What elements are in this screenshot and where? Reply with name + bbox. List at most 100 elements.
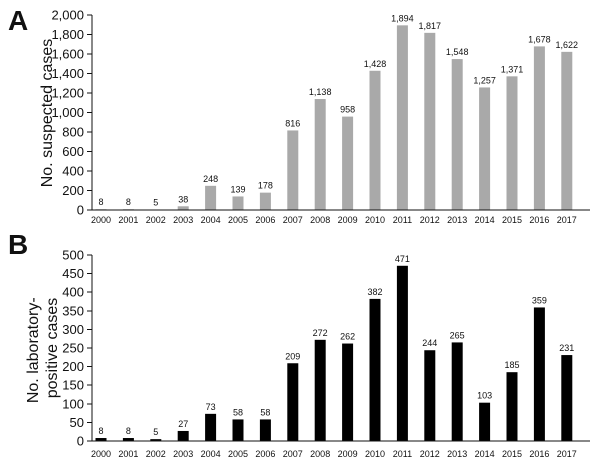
panel-b-x-tick-label-2006: 2006 [255, 449, 275, 459]
panel-b-x-tick-label-2007: 2007 [283, 449, 303, 459]
panel-a-bar-2009 [342, 117, 353, 210]
panel-a-data-label-2007: 816 [285, 118, 300, 128]
panel-b-x-tick-label-2001: 2001 [118, 449, 138, 459]
panel-b-data-label-2017: 231 [559, 343, 574, 353]
panel-b-data-label-2009: 262 [340, 332, 355, 342]
panel-a-bar-2007 [287, 130, 298, 210]
panel-a-bar-2015 [507, 76, 518, 210]
panel-a-letter: A [8, 5, 28, 36]
panel-b-y-tick-label: 450 [62, 266, 84, 281]
panel-b-bar-2016 [534, 307, 545, 441]
panel-b-x-tick-label-2010: 2010 [365, 449, 385, 459]
panel-a-x-tick-label-2004: 2004 [201, 215, 221, 225]
panel-b-data-label-2015: 185 [504, 360, 519, 370]
panel-b-data-label-2008: 272 [313, 328, 328, 338]
panel-a-data-label-2017: 1,622 [556, 40, 579, 50]
panel-a-x-tick-label-2006: 2006 [255, 215, 275, 225]
panel-b-data-label-2004: 73 [206, 402, 216, 412]
panel-a-y-tick-label: 800 [62, 125, 84, 140]
panel-b-data-label-2007: 209 [285, 351, 300, 361]
panel-a-data-label-2001: 8 [126, 197, 131, 207]
panel-b-bar-2015 [507, 372, 518, 441]
panel-b-y-tick-label: 400 [62, 285, 84, 300]
panel-a-data-label-2005: 139 [230, 184, 245, 194]
panel-a-x-tick-label-2002: 2002 [146, 215, 166, 225]
panel-b-data-label-2012: 244 [422, 338, 437, 348]
panel-b-x-tick-label-2004: 2004 [201, 449, 221, 459]
panel-b-data-label-2016: 359 [532, 295, 547, 305]
panel-b-y-tick-label: 0 [77, 434, 84, 449]
panel-b-bar-2011 [397, 266, 408, 441]
panel-a-y-tick-label: 1,600 [51, 47, 84, 62]
panel-a-bar-2016 [534, 46, 545, 210]
panel-a-x-tick-label-2000: 2000 [91, 215, 111, 225]
panel-a-bar-2008 [315, 99, 326, 210]
panel-a-x-tick-label-2012: 2012 [420, 215, 440, 225]
panel-a-data-label-2014: 1,257 [473, 75, 496, 85]
panel-b-bar-2012 [424, 350, 435, 441]
panel-a-x-tick-label-2003: 2003 [173, 215, 193, 225]
panel-a-y-tick-label: 1,000 [51, 105, 84, 120]
panel-a-bar-2013 [452, 59, 463, 210]
panel-a-bars [96, 25, 573, 210]
panel-a-bar-2010 [370, 71, 381, 210]
panel-b-data-label-2011: 471 [395, 254, 410, 264]
panel-b-y-axis-label-line-1: No. laboratory- [25, 297, 42, 403]
panel-a-x-tick-label-2009: 2009 [338, 215, 358, 225]
panel-b-y-tick-label: 100 [62, 396, 84, 411]
panel-a-data-label-2016: 1,678 [528, 34, 551, 44]
panel-a-bar-2014 [479, 87, 490, 210]
panel-b-x-tick-label-2008: 2008 [310, 449, 330, 459]
panel-b-data-label-2003: 27 [178, 419, 188, 429]
panel-b-bar-2008 [315, 340, 326, 441]
panel-a-y-tick-label: 400 [62, 164, 84, 179]
panel-b-x-tick-label-2000: 2000 [91, 449, 111, 459]
panel-a-x-tick-label-2014: 2014 [475, 215, 495, 225]
panel-b-x-tick-label-2012: 2012 [420, 449, 440, 459]
panel-b-x-tick-label-2011: 2011 [393, 449, 412, 459]
panel-a-bar-2017 [561, 52, 572, 210]
panel-b-data-label-2014: 103 [477, 391, 492, 401]
panel-b-data-label-2002: 5 [153, 427, 158, 437]
panel-b-x-tick-label-2017: 2017 [557, 449, 577, 459]
panel-b-y-axis-label: No. laboratory- positive cases [25, 293, 61, 403]
panel-a-data-label-2008: 1,138 [309, 87, 332, 97]
panel-b-bar-2013 [452, 342, 463, 441]
panel-a-data-label-2013: 1,548 [446, 47, 469, 57]
panel-a-data-label-2004: 248 [203, 174, 218, 184]
panel-b-bars [96, 266, 573, 441]
panel-a-y-tick-label: 2,000 [51, 8, 84, 23]
panel-b-x-tick-label-2015: 2015 [502, 449, 522, 459]
panel-b-y-tick-label: 150 [62, 378, 84, 393]
panel-a-data-label-2002: 5 [153, 198, 158, 208]
panel-b-x-tick-label-2002: 2002 [146, 449, 166, 459]
panel-a-data-label-2006: 178 [258, 181, 273, 191]
panel-a: A No. suspected cases 02004006008001,000… [8, 5, 590, 225]
panel-b-bar-2003 [178, 431, 189, 441]
panel-b-data-label-2000: 8 [98, 426, 103, 436]
panel-b-y-tick-label: 500 [62, 248, 84, 263]
panel-b-bar-2010 [370, 299, 381, 441]
panel-a-data-label-2003: 38 [178, 194, 188, 204]
panel-b-letter: B [8, 229, 28, 260]
panel-b-y-tick-label: 300 [62, 322, 84, 337]
panel-a-x-tick-label-2011: 2011 [393, 215, 412, 225]
panel-b-y-tick-label: 350 [62, 303, 84, 318]
panel-a-y-tick-label: 200 [62, 183, 84, 198]
panel-a-y-tick-label: 600 [62, 144, 84, 159]
panel-a-x-tick-label-2008: 2008 [310, 215, 330, 225]
panel-b-bar-2005 [233, 419, 244, 441]
panel-b-bar-2006 [260, 419, 271, 441]
panel-b-bar-2014 [479, 403, 490, 441]
panel-b-bar-2007 [287, 363, 298, 441]
panel-b-x-tick-label-2016: 2016 [529, 449, 549, 459]
panel-a-x-tick-label-2017: 2017 [557, 215, 577, 225]
panel-b-bar-2004 [205, 414, 216, 441]
panel-a-x-tick-label-2005: 2005 [228, 215, 248, 225]
panel-a-y-tick-label: 1,800 [51, 27, 84, 42]
panel-a-x-tick-label-2015: 2015 [502, 215, 522, 225]
